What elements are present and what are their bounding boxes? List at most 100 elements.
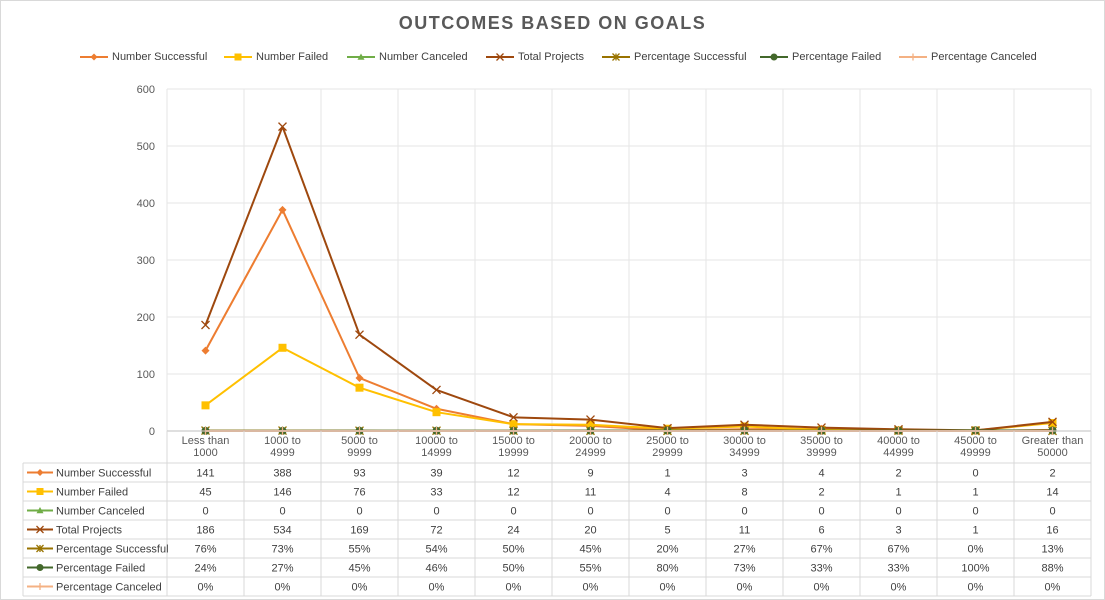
table-cell: 14: [1046, 487, 1058, 499]
table-cell: 0%: [968, 544, 984, 556]
legend-item-percentage-failed: Percentage Failed: [759, 48, 881, 66]
data-point: [740, 422, 749, 431]
y-tick-label: 0: [149, 426, 155, 438]
table-cell: 55%: [348, 544, 370, 556]
x-tick-label: 40000 to 44999: [877, 435, 920, 459]
data-point: [586, 420, 595, 429]
table-cell: 0%: [198, 582, 214, 594]
table-row: Percentage Canceled 0% 0% 0% 0% 0% 0% 0% 0% 0% 0% 0…: [27, 582, 1061, 594]
table-cell: 24: [507, 525, 519, 537]
table-cell: 20%: [656, 544, 678, 556]
x-tick-label: 35000 to 39999: [800, 435, 843, 459]
legend-marker: [357, 53, 365, 60]
table-cell: 0%: [583, 582, 599, 594]
table-row-label: Percentage Failed: [56, 563, 145, 575]
table-cell: 0: [741, 506, 747, 518]
table-cell: 0: [433, 506, 439, 518]
legend-marker: [496, 53, 504, 61]
table-legend-key: [27, 544, 53, 553]
table-cell: 388: [273, 468, 291, 480]
table-cell: 27%: [733, 544, 755, 556]
legend-marker: [36, 507, 44, 514]
legend-marker: [36, 583, 44, 590]
table-row-label: Percentage Canceled: [56, 582, 162, 594]
x-tick-label: 5000 to 9999: [341, 435, 378, 459]
data-point: [355, 373, 364, 382]
table-cell: 33%: [810, 563, 832, 575]
table-row-label: Number Canceled: [56, 506, 145, 518]
x-tick-label: 10000 to 14999: [415, 435, 458, 459]
table-legend-key: [27, 469, 53, 476]
table-cell: 0: [972, 506, 978, 518]
x-tick-label: 20000 to 24999: [569, 435, 612, 459]
table-cell: 1: [895, 487, 901, 499]
table-row-label: Number Failed: [56, 487, 128, 499]
table-row-label: Total Projects: [56, 525, 123, 537]
table-cell: 45%: [348, 563, 370, 575]
series-line: [204, 125, 1053, 432]
table-cell: 67%: [810, 544, 832, 556]
table-cell: 141: [196, 468, 214, 480]
table-cell: 2: [895, 468, 901, 480]
table-row-label: Number Successful: [56, 468, 151, 480]
table-cell: 186: [196, 525, 214, 537]
table-cell: 50%: [502, 544, 524, 556]
gridlines: [166, 88, 1092, 431]
table-cell: 0: [202, 506, 208, 518]
data-point: [509, 420, 518, 429]
data-point: [355, 383, 364, 392]
table-cell: 39: [430, 468, 442, 480]
data-point: [201, 346, 210, 355]
table-cell: 0%: [352, 582, 368, 594]
data-point: [432, 385, 441, 395]
table-legend-key: [27, 507, 53, 514]
table-cell: 76: [353, 487, 365, 499]
table-cell: 0%: [1045, 582, 1061, 594]
data-point: [432, 408, 441, 417]
table-cell: 2: [1049, 468, 1055, 480]
legend-item-total-projects: Total Projects: [485, 48, 584, 66]
table-row-label: Percentage Successful: [56, 544, 169, 556]
legend-label: Percentage Successful: [634, 51, 747, 63]
data-point: [278, 205, 287, 214]
table-cell: 0: [356, 506, 362, 518]
table-cell: 1: [972, 487, 978, 499]
table-cell: 6: [818, 525, 824, 537]
table-cell: 88%: [1041, 563, 1063, 575]
legend-key: [347, 53, 375, 60]
y-tick-label: 600: [137, 84, 155, 96]
table-cell: 5: [664, 525, 670, 537]
table-cell: 100%: [961, 563, 989, 575]
legend-label: Percentage Canceled: [931, 51, 1037, 63]
data-table: Number Successful 141 388 93 39 12 9 1 3 4 2 0 2Numb…: [22, 431, 1092, 597]
table-cell: 54%: [425, 544, 447, 556]
table-cell: 13%: [1041, 544, 1063, 556]
y-axis: 0 100 200 300 400 500 600: [137, 84, 155, 438]
table-cell: 45: [199, 487, 211, 499]
table-cell: 72: [430, 525, 442, 537]
legend-marker: [234, 53, 242, 61]
data-point: [509, 412, 518, 422]
table-cell: 24%: [194, 563, 216, 575]
legend-marker: [36, 544, 44, 553]
y-tick-label: 500: [137, 141, 155, 153]
table-cell: 3: [895, 525, 901, 537]
table-cell: 0: [818, 506, 824, 518]
table-cell: 534: [273, 525, 291, 537]
data-point: [1048, 417, 1057, 427]
table-cell: 4: [664, 487, 670, 499]
table-cell: 45%: [579, 544, 601, 556]
legend-key: [80, 53, 108, 61]
table-cell: 146: [273, 487, 291, 499]
x-tick-label: Less than 1000: [182, 435, 230, 459]
legend-item-percentage-canceled: Percentage Canceled: [898, 48, 1037, 66]
table-cell: 8: [741, 487, 747, 499]
table-cell: 0: [279, 506, 285, 518]
table-cell: 11: [739, 525, 750, 537]
legend-label: Total Projects: [518, 51, 585, 63]
table-cell: 1: [664, 468, 670, 480]
table-row: Number Successful 141 388 93 39 12 9 1 3 4 2 0 2: [27, 468, 1056, 480]
legend-label: Number Successful: [112, 51, 208, 63]
table-cell: 3: [741, 468, 747, 480]
table-cell: 2: [818, 487, 824, 499]
